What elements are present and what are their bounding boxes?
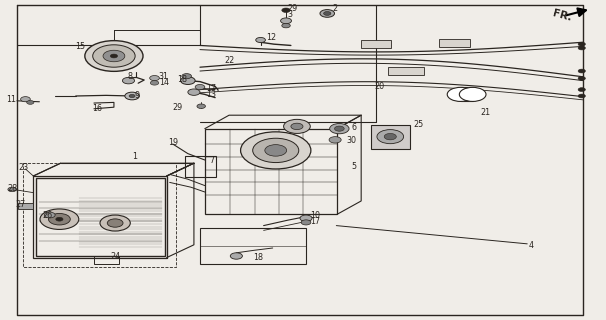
- Text: 18: 18: [177, 75, 187, 84]
- Text: 28: 28: [7, 184, 18, 193]
- Circle shape: [182, 74, 191, 79]
- Bar: [371, 125, 410, 149]
- Circle shape: [447, 87, 474, 101]
- Circle shape: [195, 84, 205, 90]
- Circle shape: [188, 89, 200, 95]
- Text: 6: 6: [351, 123, 356, 132]
- Circle shape: [110, 54, 118, 58]
- Text: 16: 16: [92, 104, 102, 113]
- Circle shape: [56, 217, 63, 221]
- Bar: [185, 156, 216, 177]
- Circle shape: [335, 126, 344, 131]
- Text: 3: 3: [287, 10, 292, 19]
- Text: 1: 1: [132, 152, 137, 161]
- Circle shape: [85, 41, 143, 71]
- Text: 22: 22: [224, 56, 235, 65]
- Text: 8: 8: [127, 72, 132, 81]
- Text: 11: 11: [6, 95, 16, 104]
- Text: 9: 9: [135, 91, 139, 100]
- Text: 17: 17: [310, 217, 321, 226]
- Text: 10: 10: [310, 211, 321, 220]
- Circle shape: [129, 94, 135, 98]
- Bar: [361, 40, 391, 48]
- Text: 29: 29: [287, 4, 298, 12]
- Bar: [200, 228, 306, 264]
- Circle shape: [93, 45, 135, 67]
- Circle shape: [578, 88, 585, 92]
- Circle shape: [40, 209, 79, 229]
- Text: 19: 19: [168, 138, 179, 147]
- Text: 27: 27: [15, 200, 25, 209]
- Bar: [33, 176, 167, 258]
- Circle shape: [284, 119, 310, 133]
- Circle shape: [8, 187, 16, 192]
- Bar: [439, 39, 470, 47]
- Circle shape: [125, 92, 139, 100]
- Circle shape: [241, 132, 311, 169]
- Text: 12: 12: [267, 33, 277, 42]
- Text: 21: 21: [480, 108, 490, 116]
- Circle shape: [48, 213, 70, 225]
- Circle shape: [578, 76, 585, 80]
- Circle shape: [265, 145, 287, 156]
- Text: 13: 13: [206, 90, 216, 99]
- Bar: [388, 67, 424, 75]
- Text: 4: 4: [528, 241, 533, 250]
- Text: 14: 14: [159, 78, 169, 87]
- Text: 18: 18: [253, 253, 264, 262]
- Bar: [94, 256, 119, 264]
- Text: 25: 25: [413, 120, 424, 129]
- Text: 30: 30: [347, 136, 357, 145]
- Text: 31: 31: [159, 72, 169, 81]
- Circle shape: [291, 123, 303, 130]
- Circle shape: [282, 23, 290, 28]
- Circle shape: [122, 77, 135, 84]
- Circle shape: [100, 215, 130, 231]
- Circle shape: [44, 212, 55, 218]
- Circle shape: [27, 100, 34, 104]
- Text: 17: 17: [206, 84, 216, 92]
- Text: 29: 29: [173, 103, 183, 112]
- Bar: [205, 129, 337, 214]
- Bar: [36, 178, 165, 256]
- Bar: [18, 203, 33, 209]
- Circle shape: [300, 215, 312, 221]
- Circle shape: [330, 124, 349, 134]
- Text: FR.: FR.: [551, 8, 573, 23]
- Circle shape: [197, 104, 205, 108]
- Text: 15: 15: [75, 42, 85, 51]
- Text: 20: 20: [375, 82, 385, 91]
- Circle shape: [578, 94, 585, 98]
- Circle shape: [230, 253, 242, 259]
- Circle shape: [150, 76, 159, 81]
- Circle shape: [256, 37, 265, 43]
- Circle shape: [107, 219, 123, 227]
- Circle shape: [324, 12, 331, 15]
- Circle shape: [181, 77, 195, 84]
- Circle shape: [103, 50, 125, 62]
- Circle shape: [281, 18, 291, 24]
- Text: 23: 23: [18, 163, 28, 172]
- Circle shape: [150, 81, 159, 85]
- Circle shape: [253, 138, 299, 163]
- Text: 5: 5: [351, 162, 356, 171]
- Circle shape: [578, 42, 585, 46]
- Circle shape: [459, 87, 486, 101]
- Circle shape: [320, 10, 335, 17]
- Circle shape: [282, 8, 290, 12]
- Text: 24: 24: [110, 252, 121, 261]
- Circle shape: [578, 46, 585, 50]
- Text: 2: 2: [332, 4, 337, 13]
- Text: 26: 26: [42, 211, 53, 220]
- Circle shape: [301, 220, 311, 225]
- Circle shape: [377, 130, 404, 144]
- Text: 7: 7: [209, 156, 214, 164]
- Circle shape: [21, 97, 30, 102]
- Circle shape: [329, 137, 341, 143]
- Circle shape: [384, 133, 396, 140]
- Circle shape: [578, 69, 585, 73]
